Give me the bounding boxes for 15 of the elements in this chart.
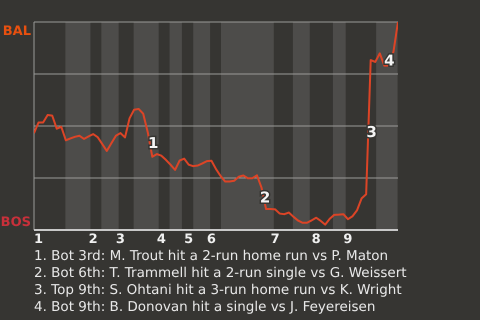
text: BAL <box>2 24 31 39</box>
x-tick-label: 5 <box>184 232 194 248</box>
text: BOS <box>0 215 31 230</box>
text: 2. Bot 6th: T. Trammell hit a 2-run single vs G. Weissert <box>34 265 407 282</box>
x-tick-label: 8 <box>312 232 321 248</box>
text: 1. Bot 3rd: M. Trout hit a 2-run home run vs P. Maton <box>34 248 390 265</box>
x-tick-label: 9 <box>343 232 352 248</box>
x-tick-label: 2 <box>88 232 98 248</box>
x-tick-label: 1 <box>34 232 44 248</box>
text: 3. Top 9th: S. Ohtani hit a 3-run home run vs K. Wright <box>34 282 403 299</box>
x-tick-label: 4 <box>156 232 166 248</box>
x-tick-label: 3 <box>116 232 125 248</box>
text: 4. Bot 9th: B. Donovan hit a single vs J. Feyereisen <box>34 299 376 316</box>
x-tick-label: 6 <box>206 232 216 248</box>
x-tick-label: 7 <box>270 232 280 248</box>
